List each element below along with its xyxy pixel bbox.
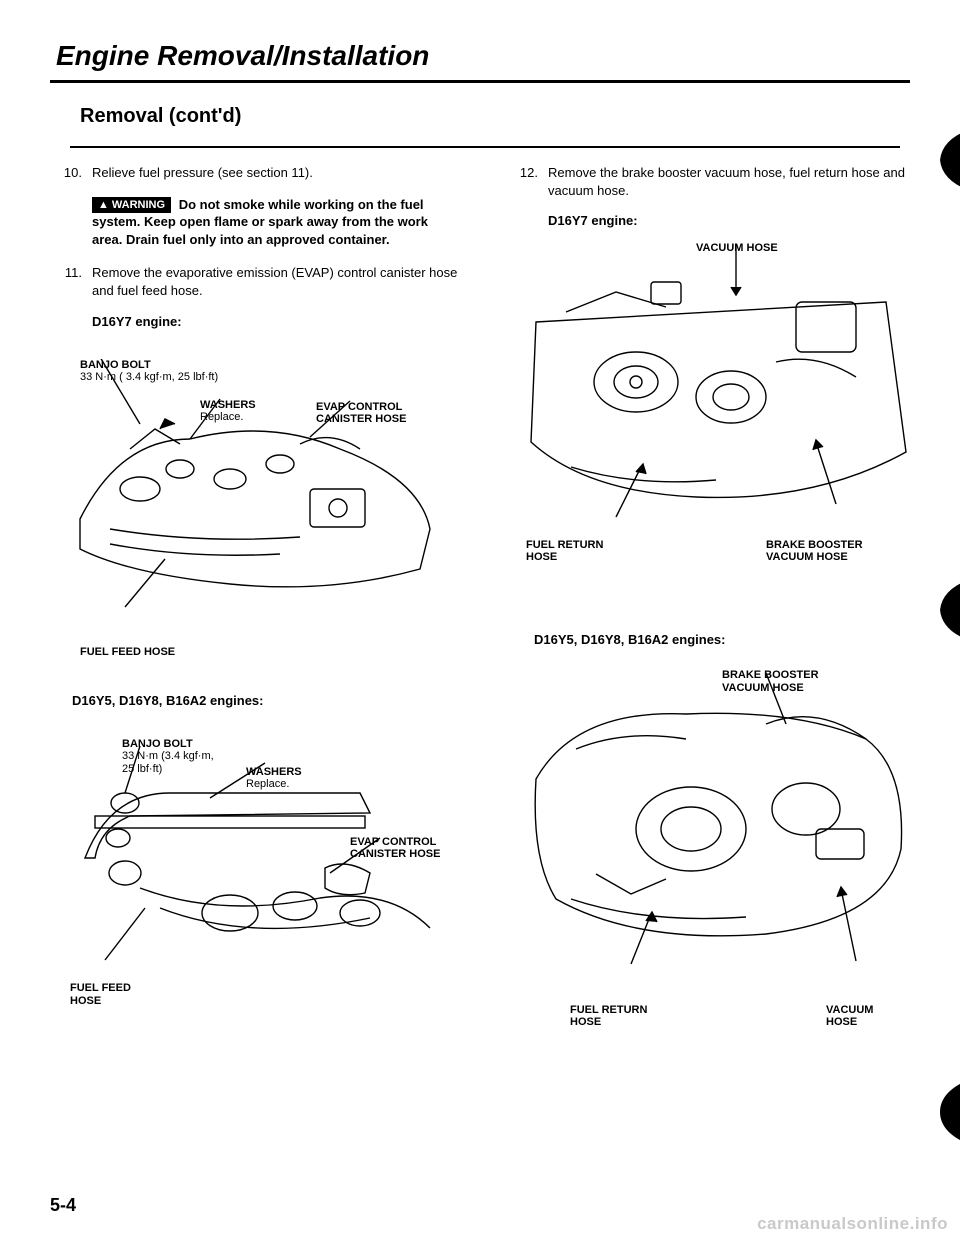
diagram-svg	[516, 242, 916, 542]
manual-page: Engine Removal/Installation Removal (con…	[0, 0, 960, 1242]
binder-hole-icon	[932, 580, 960, 640]
title-rule	[50, 80, 910, 83]
warning-block: WARNING Do not smoke while working on th…	[92, 196, 460, 249]
page-title: Engine Removal/Installation	[50, 40, 910, 72]
label-evap-hose: EVAP CONTROL CANISTER HOSE	[316, 401, 406, 426]
binder-hole-icon	[932, 130, 960, 190]
figure-left-top: BANJO BOLT 33 N·m ( 3.4 kgf·m, 25 lbf·ft…	[70, 359, 470, 659]
left-column: 10. Relieve fuel pressure (see section 1…	[60, 164, 460, 1039]
label-brake-booster-hose: BRAKE BOOSTER VACUUM HOSE	[722, 669, 819, 694]
diagram-svg	[516, 669, 916, 979]
label-vacuum-hose: VACUUM HOSE	[696, 242, 778, 255]
watermark-text: carmanualsonline.info	[757, 1214, 948, 1234]
right-column: 12. Remove the brake booster vacuum hose…	[516, 164, 916, 1039]
step-12: 12. Remove the brake booster vacuum hose…	[516, 164, 916, 199]
engine-label-multi: D16Y5, D16Y8, B16A2 engines:	[72, 693, 460, 708]
binder-hole-icon	[932, 1080, 960, 1144]
diagram-svg	[70, 359, 450, 609]
label-banjo-bolt: BANJO BOLT 33 N·m (3.4 kgf·m, 25 lbf·ft)	[122, 738, 214, 776]
label-fuel-return-hose: FUEL RETURN HOSE	[526, 539, 603, 564]
engine-label-d16y7: D16Y7 engine:	[92, 314, 460, 329]
step-11: 11. Remove the evaporative emission (EVA…	[60, 264, 460, 299]
label-banjo-bolt: BANJO BOLT 33 N·m ( 3.4 kgf·m, 25 lbf·ft…	[80, 359, 218, 384]
two-column-layout: 10. Relieve fuel pressure (see section 1…	[50, 164, 910, 1039]
label-fuel-feed-hose: FUEL FEED HOSE	[80, 646, 175, 659]
step-number: 12.	[516, 164, 538, 199]
figure-right-top: VACUUM HOSE	[516, 242, 916, 602]
step-text: Remove the brake booster vacuum hose, fu…	[548, 164, 916, 199]
engine-label-multi: D16Y5, D16Y8, B16A2 engines:	[534, 632, 916, 647]
step-10: 10. Relieve fuel pressure (see section 1…	[60, 164, 460, 182]
figure-left-bottom: BANJO BOLT 33 N·m (3.4 kgf·m, 25 lbf·ft)…	[70, 738, 470, 1028]
step-number: 11.	[60, 264, 82, 299]
label-fuel-feed-hose: FUEL FEED HOSE	[70, 982, 131, 1007]
section-subtitle: Removal (cont'd)	[50, 105, 910, 128]
label-vacuum-hose: VACUUM HOSE	[826, 1004, 873, 1029]
step-text: Remove the evaporative emission (EVAP) c…	[92, 264, 460, 299]
label-washers: WASHERS Replace.	[200, 399, 256, 424]
label-fuel-return-hose: FUEL RETURN HOSE	[570, 1004, 647, 1029]
step-text: Relieve fuel pressure (see section 11).	[92, 164, 460, 182]
label-washers: WASHERS Replace.	[246, 766, 302, 791]
engine-label-d16y7: D16Y7 engine:	[548, 213, 916, 228]
step-number: 10.	[60, 164, 82, 182]
figure-right-bottom: BRAKE BOOSTER VACUUM HOSE	[516, 669, 916, 1039]
page-number: 5-4	[50, 1195, 76, 1216]
subtitle-rule	[70, 146, 900, 148]
label-brake-booster-hose: BRAKE BOOSTER VACUUM HOSE	[766, 539, 863, 564]
label-evap-hose: EVAP CONTROL CANISTER HOSE	[350, 836, 440, 861]
warning-badge: WARNING	[92, 197, 171, 214]
